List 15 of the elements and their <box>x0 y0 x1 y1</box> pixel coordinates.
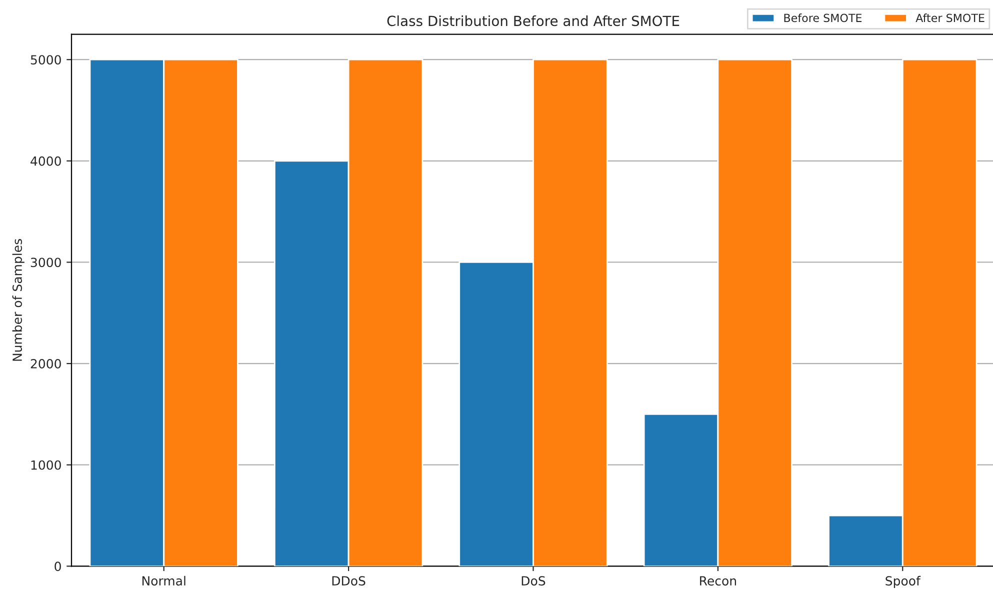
x-tick-label: DoS <box>522 576 546 586</box>
x-tick-label: DDoS <box>332 576 366 586</box>
x-tick-label: Spoof <box>886 576 921 588</box>
y-tick-label: 3000 <box>30 258 61 268</box>
legend-label: Before SMOTE <box>784 14 862 22</box>
y-tick-label: 5000 <box>30 55 61 65</box>
x-tick-label: Normal <box>142 576 186 586</box>
chart-title: Class Distribution Before and After SMOTE <box>387 15 680 26</box>
y-tick-label: 4000 <box>30 156 61 166</box>
y-axis-title: Number of Samples <box>12 239 24 361</box>
y-tick-label: 2000 <box>30 359 61 368</box>
x-tick-label: Recon <box>700 576 736 586</box>
legend-label: After SMOTE <box>916 14 984 22</box>
y-tick-label: 0 <box>54 562 61 572</box>
y-tick-label: 1000 <box>31 460 61 470</box>
